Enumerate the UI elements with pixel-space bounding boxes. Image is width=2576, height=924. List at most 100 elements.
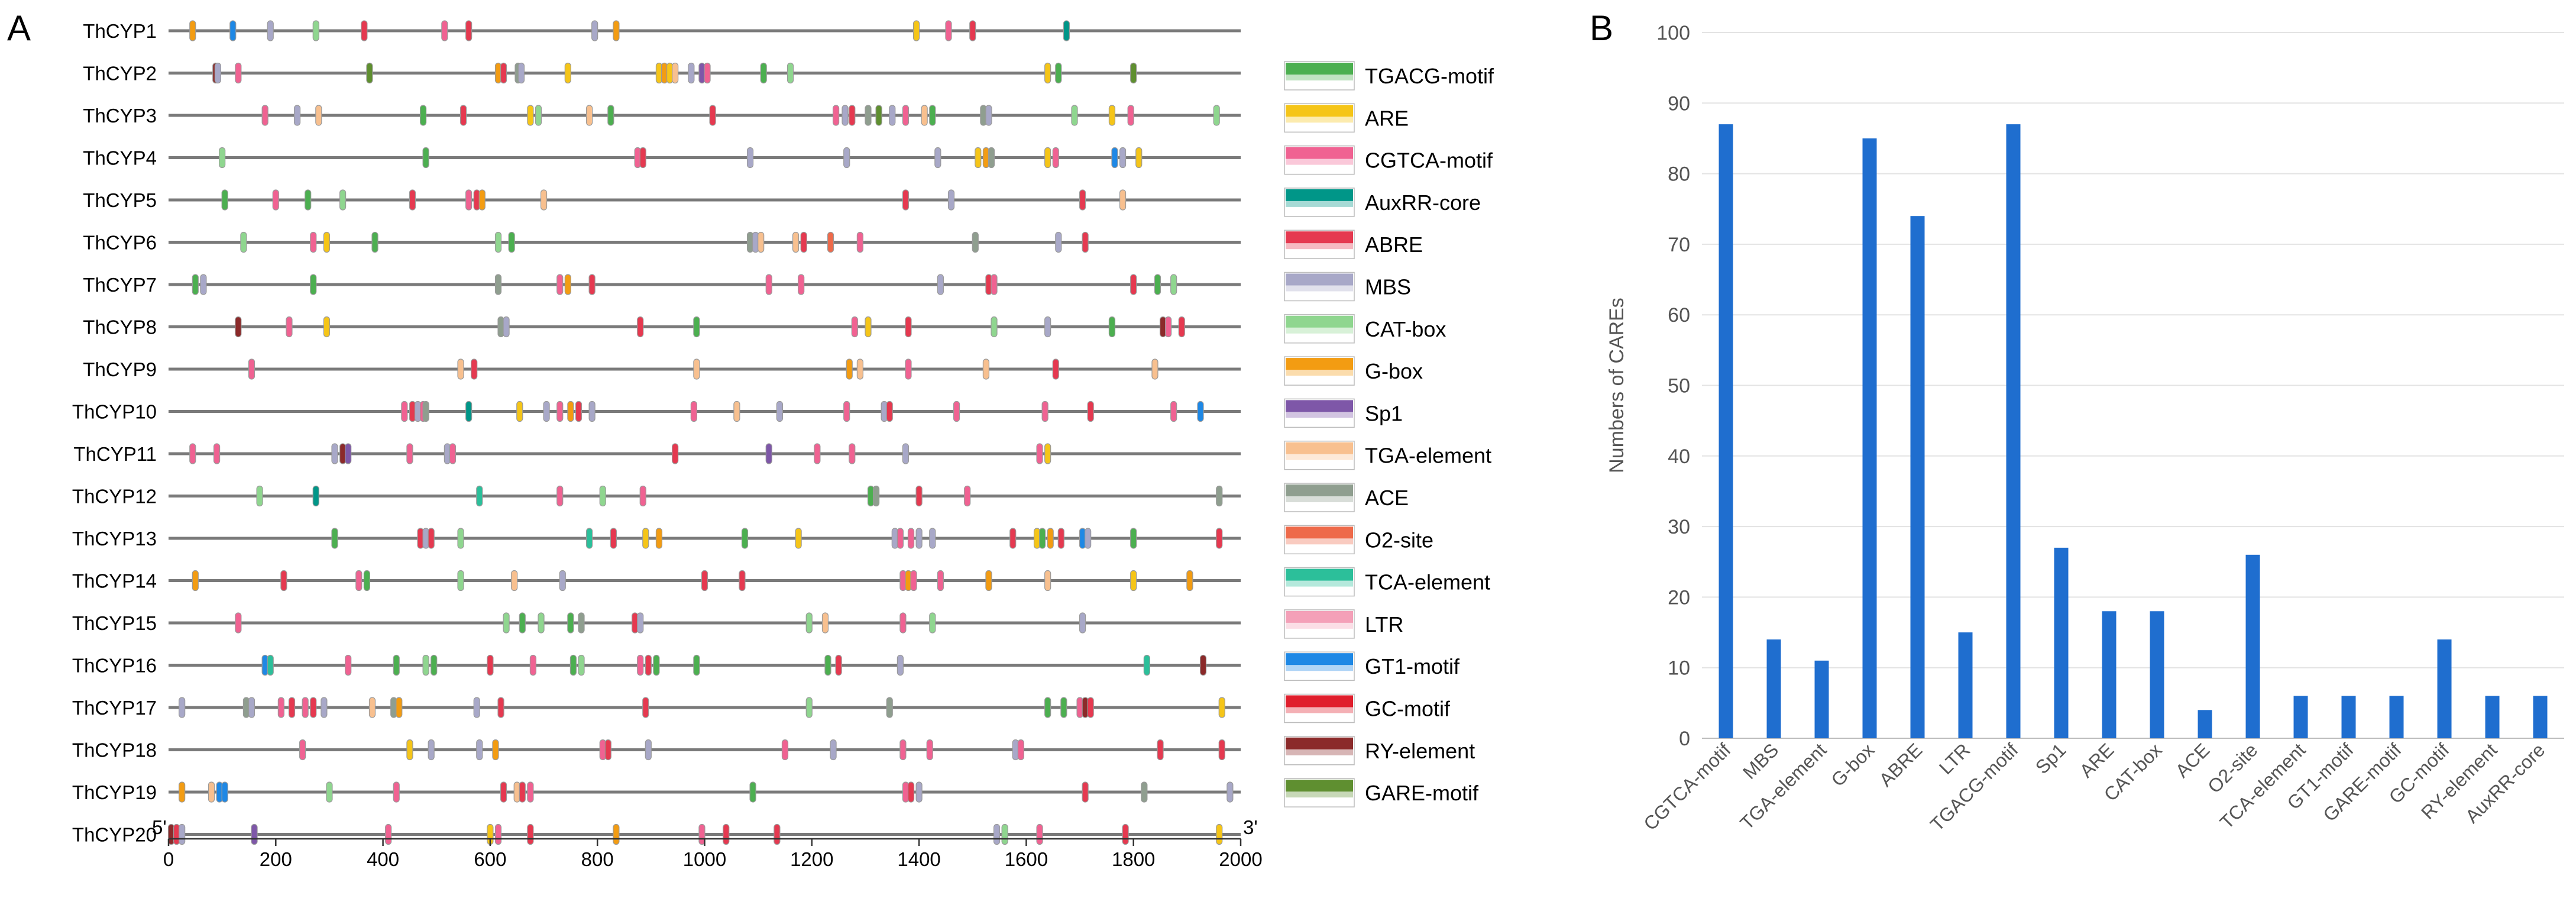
y-tick-label: 20 [1668, 586, 1690, 609]
site-tgacg-motif [693, 654, 700, 676]
three-prime-label: 3' [1243, 816, 1258, 838]
site-tga-element [368, 697, 376, 718]
site-are [323, 231, 331, 253]
site-cgtca-motif [781, 739, 789, 761]
site-tga-element [457, 358, 464, 380]
site-abre [639, 147, 646, 169]
site-abre [905, 316, 912, 338]
gene-row-thcyp3: ThCYP3 [83, 105, 1241, 127]
site-tgacg-motif [741, 528, 749, 549]
site-abre [1157, 739, 1164, 761]
site-cgtca-motif [527, 781, 534, 803]
legend-swatch [1286, 63, 1353, 75]
site-abre [604, 739, 611, 761]
site-cat-box [339, 189, 347, 211]
site-mbs [1085, 528, 1092, 549]
site-are [1044, 443, 1051, 464]
site-abre [280, 570, 287, 592]
site-g-box [564, 274, 571, 295]
site-ace [1216, 485, 1223, 507]
site-cgtca-motif [406, 443, 413, 464]
grid-lines [1702, 32, 2564, 739]
site-abre [1079, 189, 1086, 211]
site-tgacg-motif [607, 105, 614, 126]
gene-row-thcyp19: ThCYP19 [72, 781, 1241, 803]
site-sp1 [345, 443, 352, 464]
site-mbs [915, 528, 923, 549]
site-cgtca-motif [856, 231, 863, 253]
site-mbs [688, 62, 695, 84]
legend-swatch [1286, 737, 1353, 749]
site-tga-element [821, 612, 829, 634]
site-tgacg-motif [760, 62, 767, 84]
gene-row-thcyp2: ThCYP2 [83, 63, 1241, 85]
site-ace [865, 105, 872, 126]
legend-swatch-fade [1286, 791, 1353, 798]
site-mbs [476, 739, 483, 761]
y-tick-label: 0 [1679, 728, 1690, 750]
site-abre [1218, 739, 1225, 761]
gene-label: ThCYP14 [72, 570, 157, 592]
site-g-box [396, 697, 403, 718]
gene-label: ThCYP5 [83, 189, 157, 211]
y-tick-label: 50 [1668, 375, 1690, 398]
site-o2-site [827, 231, 834, 253]
site-cgtca-motif [302, 697, 309, 718]
site-gt1-motif [221, 781, 228, 803]
legend-item-mbs: MBS [1284, 272, 1411, 302]
legend-label: MBS [1365, 275, 1411, 299]
site-mbs [1044, 316, 1051, 338]
site-tga-element [540, 189, 548, 211]
site-cgtca-motif [441, 20, 448, 41]
gene-row-thcyp5: ThCYP5 [83, 189, 1241, 211]
site-cgtca-motif [843, 400, 850, 422]
legend-label: ARE [1365, 106, 1409, 130]
site-tgacg-motif [508, 231, 515, 253]
site-are [1130, 570, 1137, 592]
site-g-box [613, 823, 620, 845]
site-abre [969, 20, 976, 41]
site-tga-element [586, 105, 593, 126]
site-cgtca-motif [1165, 316, 1172, 338]
bar-tga-element [1814, 660, 1829, 738]
site-mbs [843, 147, 850, 169]
site-cgtca-motif [1017, 739, 1024, 761]
site-cat-box [578, 654, 585, 676]
gene-row-thcyp11: ThCYP11 [73, 443, 1241, 465]
site-ace [494, 274, 502, 295]
site-abre [800, 231, 807, 253]
site-tga-element [1151, 358, 1158, 380]
site-tca-element [586, 528, 593, 549]
position-axis: 0 200 400 600 800 1000 1200 1400 1600 1800 2000 5' 3… [152, 816, 1263, 870]
legend-label: ACE [1365, 486, 1409, 510]
bar-o2-site [2245, 554, 2260, 738]
site-g-box [846, 358, 853, 380]
site-tgacg-motif [363, 570, 371, 592]
site-abre [588, 274, 596, 295]
site-abre [1130, 274, 1137, 295]
site-cat-box [219, 147, 226, 169]
legend-label: TCA-element [1365, 570, 1490, 595]
site-mbs [830, 739, 837, 761]
site-cgtca-motif [1052, 147, 1059, 169]
site-are [1044, 62, 1051, 84]
site-cgtca-motif [851, 316, 858, 338]
site-mbs [637, 612, 644, 634]
site-cat-box [805, 612, 813, 634]
x-tick-label: 0 [163, 848, 174, 870]
site-abre [1052, 358, 1059, 380]
site-cgtca-motif [897, 528, 904, 549]
legend-swatch-fade [1286, 327, 1353, 334]
site-cat-box [326, 781, 333, 803]
gene-row-thcyp8: ThCYP8 [83, 316, 1241, 338]
site-cgtca-motif [905, 358, 912, 380]
site-cgtca-motif [494, 823, 502, 845]
bar-mbs [1766, 639, 1781, 738]
site-cgtca-motif [907, 528, 915, 549]
site-mbs [934, 147, 941, 169]
site-tgacg-motif [1055, 62, 1062, 84]
site-mbs [897, 654, 904, 676]
legend-swatch-fade [1286, 622, 1353, 629]
legend-swatch-fade [1286, 285, 1353, 292]
bar-sp1 [2054, 547, 2069, 738]
